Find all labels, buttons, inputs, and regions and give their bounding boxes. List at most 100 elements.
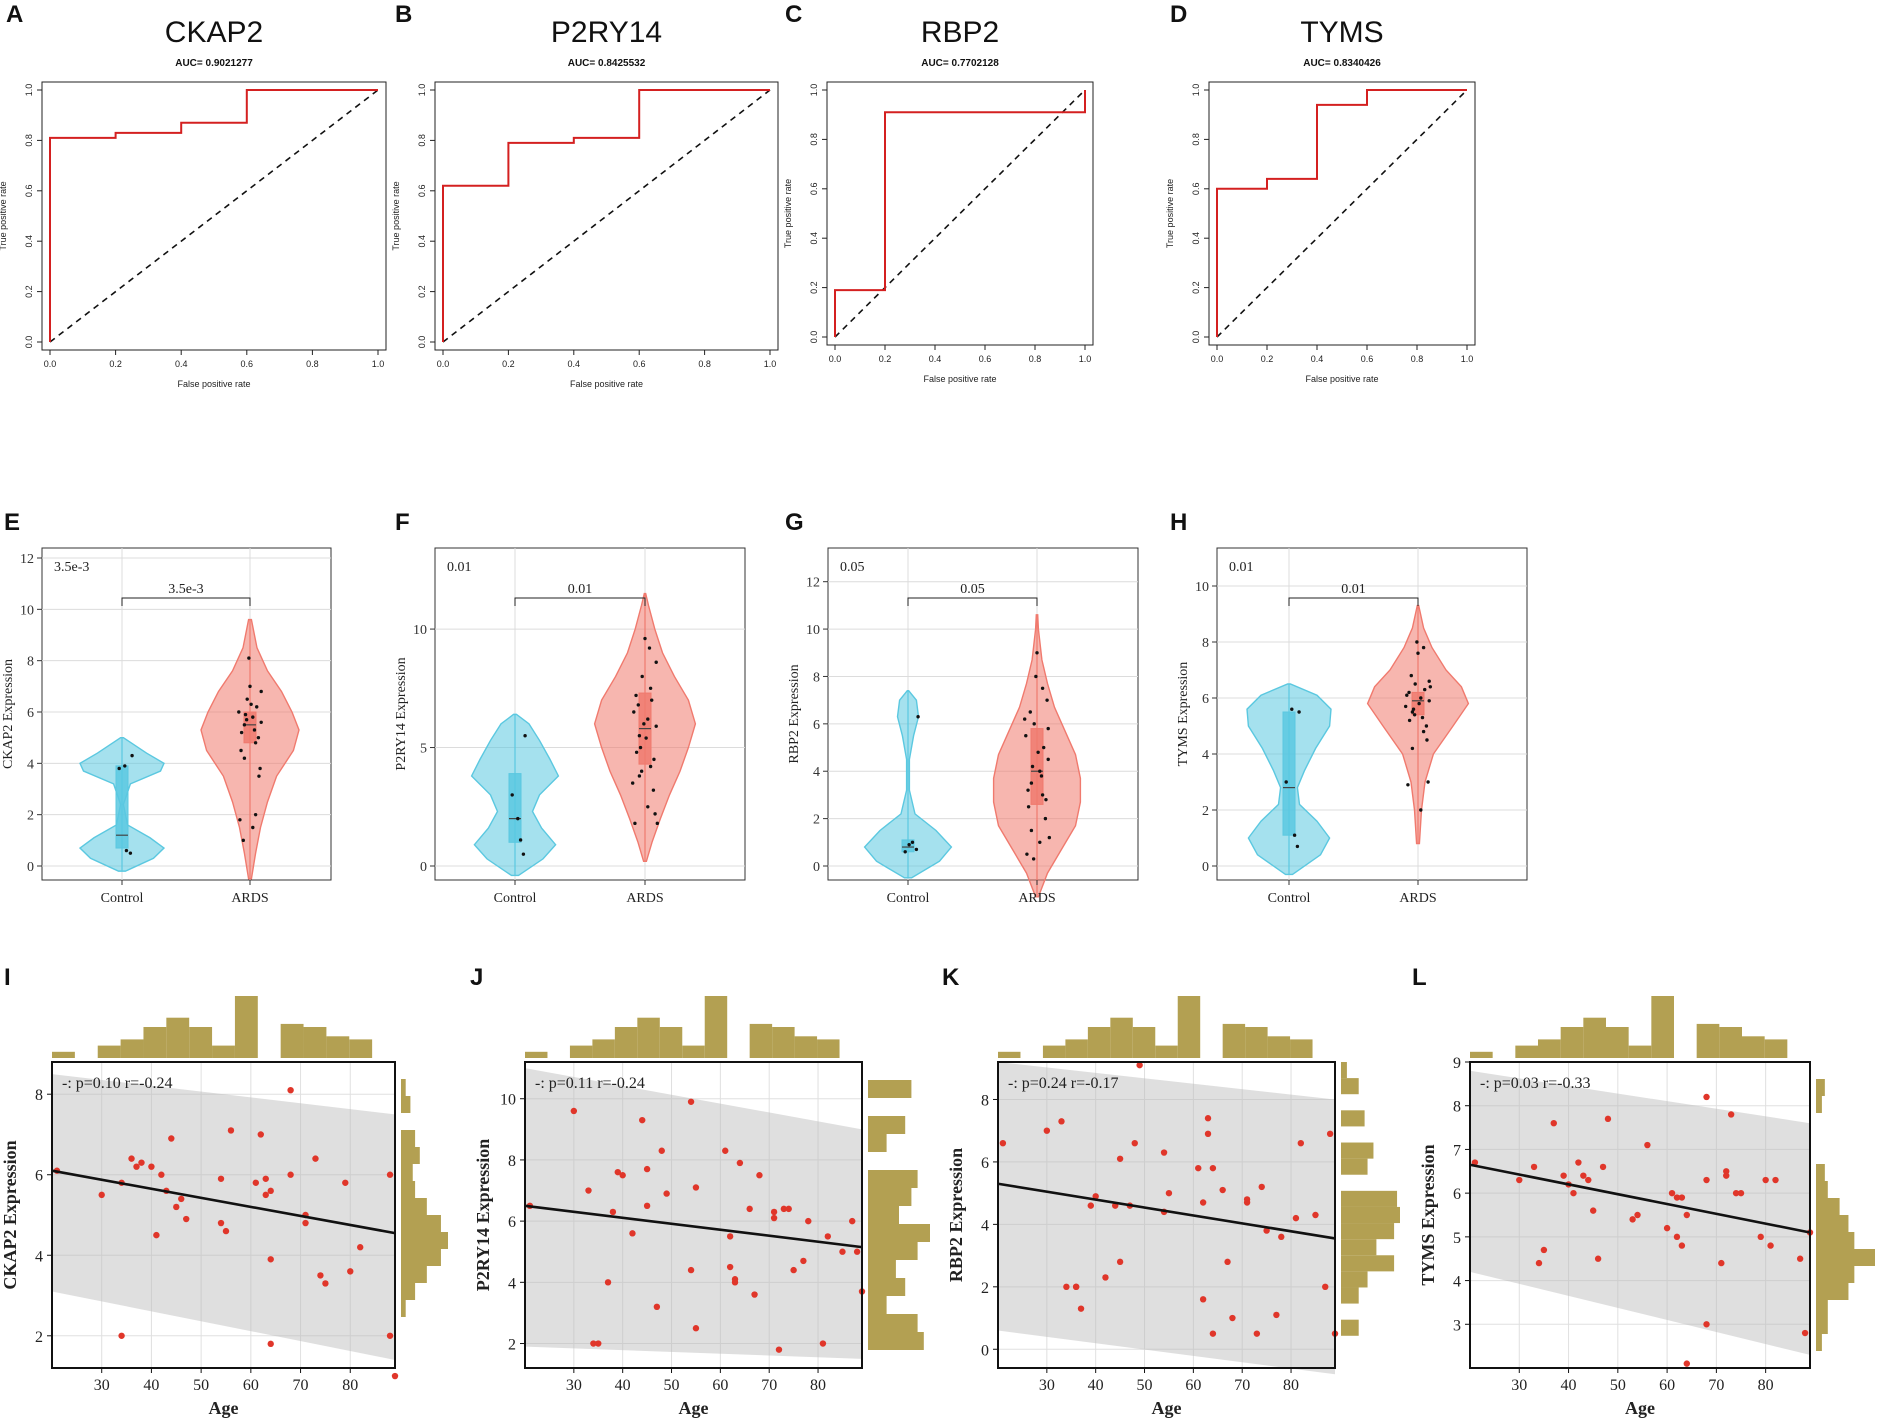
histogram-bar-x [1470,1051,1493,1058]
bracket-pvalue: 3.5e-3 [168,582,203,597]
data-point [138,1159,145,1166]
data-point [1295,844,1300,849]
y-tick-label: 2 [1202,804,1209,819]
data-point [756,1172,763,1179]
x-axis-label: Age [1625,1398,1655,1418]
data-point [1723,1168,1730,1175]
data-point [1405,693,1409,697]
histogram-bar-x [1290,1039,1313,1058]
x-axis-label: Age [1152,1398,1182,1418]
data-point [357,1244,364,1251]
data-point [1516,1176,1523,1184]
histogram-bar-y [401,1181,416,1198]
roc-curve [49,89,378,342]
x-tick-label: 40 [1088,1377,1104,1394]
auc-label: AUC= 0.8340426 [1303,58,1381,69]
data-point [1284,780,1288,784]
data-point [259,689,263,694]
reference-diagonal [442,89,771,343]
data-point [242,723,247,727]
y-axis-label: RBP2 Expression [946,1148,966,1282]
data-point [1029,781,1034,785]
y-tick-label: 0.2 [809,281,819,294]
data-point [1570,1189,1577,1197]
data-point [1634,1211,1641,1219]
data-point [247,656,251,660]
chart-title: RBP2 [921,16,999,49]
data-point [1022,717,1027,721]
data-point [632,710,636,714]
y-axis-label: True positive rate [783,179,793,248]
significance-bracket [1288,597,1419,606]
histogram-bar-x [212,1045,235,1058]
data-point [117,766,121,771]
histogram-bar-y [1341,1223,1395,1240]
data-point [1683,1360,1691,1367]
data-point [256,735,261,740]
data-point [634,693,638,698]
data-point [1550,1120,1557,1127]
data-point [1757,1233,1764,1241]
data-point [386,1332,394,1339]
data-point [239,730,244,735]
panel-letter: K [942,964,960,991]
histogram-bar-x [234,996,258,1058]
histogram-bar-x [1087,1027,1111,1058]
data-point [658,1147,665,1154]
histogram-bar-x [998,1051,1021,1058]
histogram-bar-y [1341,1255,1395,1272]
data-point [1718,1259,1725,1267]
data-point [312,1155,319,1162]
data-point [1663,1224,1671,1232]
data-point [687,1098,695,1105]
y-tick-label: 8 [27,655,34,670]
data-point [1043,1127,1051,1134]
data-point [775,1346,783,1353]
histogram-bar-x [189,1027,213,1058]
data-point [654,724,658,728]
y-tick-label: 0.0 [1191,331,1201,344]
y-tick-label: 8 [1453,1099,1461,1116]
y-tick-label: 6 [35,1168,43,1185]
histogram-bar-y [1341,1319,1359,1336]
x-tick-label: 70 [761,1377,777,1394]
y-tick-label: 0.2 [1191,281,1201,294]
y-tick-label: 0.8 [809,133,819,146]
data-point [590,1340,597,1347]
y-axis-label: CKAP2 Expression [0,1140,20,1289]
histogram-bar-y [401,1164,413,1181]
data-point [1029,828,1034,833]
histogram-bar-y [401,1096,411,1113]
histogram-bar-y [868,1224,930,1242]
regression-line [1469,1163,1811,1234]
histogram-bar-x [1696,1023,1720,1058]
histogram-bar-x [1583,1017,1606,1058]
data-point [347,1268,354,1275]
scatter-panel-k: K -: p=0.24 r=-0.17 30 40 50 60 70 80 0 2 4 6 8 Age RB… [942,964,1400,1418]
data-point [262,1175,269,1182]
data-point [518,838,523,842]
histogram-bar-y [1341,1271,1368,1288]
roc-panel-a: A CKAP2 AUC= 0.9021277 0.0 0.2 0.4 0.6 0.8 1.0 0.… [0,1,387,389]
data-point [130,753,134,758]
data-point [646,805,650,809]
data-point [1253,1330,1261,1337]
significance-bracket [514,597,646,606]
data-point [1427,699,1431,703]
data-point [1415,640,1419,644]
histogram-bar-x [1042,1045,1066,1058]
y-tick-label: 9 [1453,1055,1461,1072]
histogram-bar-y [1816,1283,1849,1300]
data-point [1644,1141,1651,1149]
histogram-bar-y [868,1116,906,1134]
data-point [629,1230,636,1237]
data-point [1407,690,1411,695]
x-tick-label: 80 [810,1377,826,1394]
data-point [257,1131,264,1138]
data-point [1673,1233,1681,1241]
y-tick-label: 12 [806,576,820,591]
data-point [217,1175,225,1182]
histogram-bar-y [868,1260,896,1278]
data-point [651,788,656,792]
panel-letter: D [1170,1,1187,28]
